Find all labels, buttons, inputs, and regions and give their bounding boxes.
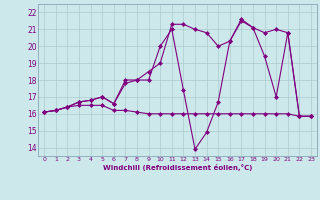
X-axis label: Windchill (Refroidissement éolien,°C): Windchill (Refroidissement éolien,°C) (103, 164, 252, 171)
